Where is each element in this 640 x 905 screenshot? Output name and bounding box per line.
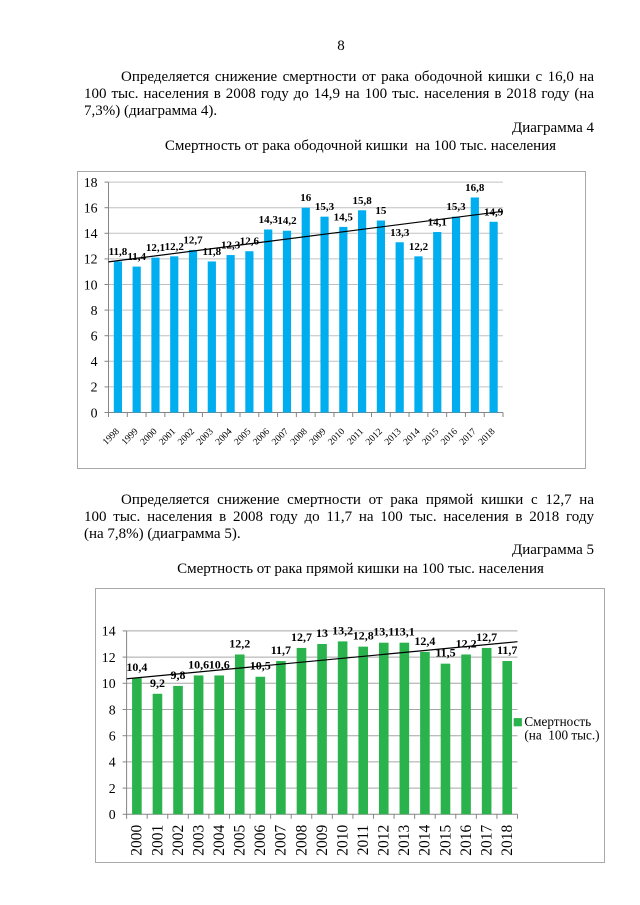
svg-text:10,6: 10,6 (209, 657, 230, 671)
svg-text:2013: 2013 (396, 825, 413, 856)
svg-text:14: 14 (84, 226, 98, 241)
svg-text:2000: 2000 (129, 825, 146, 856)
svg-text:2018: 2018 (499, 825, 516, 856)
svg-text:2017: 2017 (478, 825, 495, 856)
svg-text:0: 0 (91, 405, 98, 420)
svg-text:10: 10 (84, 277, 98, 292)
svg-text:12,1: 12,1 (146, 242, 165, 254)
svg-text:6: 6 (91, 329, 98, 344)
svg-text:Смертность: Смертность (524, 714, 591, 729)
svg-text:2007: 2007 (273, 825, 290, 856)
svg-text:11,7: 11,7 (497, 643, 517, 657)
svg-text:18: 18 (84, 175, 98, 190)
svg-text:12: 12 (84, 252, 98, 267)
svg-text:(на 100 тыс.): (на 100 тыс.) (524, 728, 599, 743)
svg-text:12,7: 12,7 (291, 630, 312, 644)
svg-text:2006: 2006 (252, 825, 269, 856)
svg-text:10,4: 10,4 (126, 660, 147, 674)
svg-text:0: 0 (109, 807, 116, 822)
svg-text:12: 12 (102, 650, 116, 665)
svg-text:8: 8 (109, 702, 116, 717)
svg-text:10,6: 10,6 (188, 657, 209, 671)
svg-text:2014: 2014 (417, 825, 434, 856)
svg-text:9,8: 9,8 (171, 668, 186, 682)
svg-text:13,1: 13,1 (394, 625, 415, 639)
svg-text:2003: 2003 (190, 825, 207, 856)
svg-text:14,1: 14,1 (428, 217, 447, 229)
svg-text:12,2: 12,2 (229, 637, 250, 651)
svg-text:16: 16 (300, 192, 312, 204)
svg-text:2: 2 (109, 781, 116, 796)
svg-text:12,2: 12,2 (409, 241, 429, 253)
svg-text:12,2: 12,2 (456, 637, 477, 651)
svg-text:2005: 2005 (232, 825, 249, 856)
svg-text:2010: 2010 (334, 825, 351, 856)
svg-text:11,8: 11,8 (202, 246, 221, 258)
svg-text:6: 6 (109, 729, 116, 744)
svg-text:4: 4 (91, 354, 98, 369)
svg-text:2: 2 (91, 380, 98, 395)
svg-text:12,3: 12,3 (221, 240, 241, 252)
svg-text:2004: 2004 (211, 825, 228, 856)
svg-text:14,9: 14,9 (484, 206, 504, 218)
svg-text:12,6: 12,6 (240, 236, 260, 248)
svg-text:13: 13 (316, 626, 328, 640)
svg-text:12,7: 12,7 (476, 630, 497, 644)
svg-text:11,7: 11,7 (271, 643, 291, 657)
svg-text:2015: 2015 (437, 825, 454, 856)
svg-text:11,8: 11,8 (109, 246, 128, 258)
svg-text:9,2: 9,2 (150, 676, 165, 690)
svg-text:2016: 2016 (458, 825, 475, 856)
svg-text:12,4: 12,4 (414, 634, 435, 648)
svg-text:10,5: 10,5 (250, 659, 271, 673)
svg-text:2009: 2009 (314, 825, 331, 856)
svg-text:4: 4 (109, 755, 116, 770)
svg-text:14,2: 14,2 (277, 215, 297, 227)
svg-text:2002: 2002 (170, 825, 187, 856)
svg-text:15,3: 15,3 (315, 201, 335, 213)
svg-text:15,8: 15,8 (352, 195, 372, 207)
svg-text:11,5: 11,5 (435, 646, 455, 660)
svg-text:10: 10 (102, 676, 116, 691)
svg-text:12,8: 12,8 (353, 629, 374, 643)
svg-text:2008: 2008 (293, 825, 310, 856)
svg-text:14,5: 14,5 (334, 211, 354, 223)
svg-text:13,3: 13,3 (390, 227, 410, 239)
svg-text:16,8: 16,8 (465, 182, 485, 194)
svg-text:14,3: 14,3 (259, 214, 279, 226)
svg-text:12,2: 12,2 (165, 241, 185, 253)
svg-text:12,7: 12,7 (183, 234, 203, 246)
svg-text:15: 15 (375, 205, 387, 217)
svg-text:14: 14 (102, 624, 116, 639)
svg-text:16: 16 (84, 201, 98, 216)
svg-text:13,2: 13,2 (332, 623, 353, 637)
svg-text:8: 8 (91, 303, 98, 318)
svg-text:2011: 2011 (355, 825, 372, 855)
svg-text:13,1: 13,1 (373, 625, 394, 639)
svg-text:2012: 2012 (376, 825, 393, 856)
svg-text:15,3: 15,3 (446, 201, 466, 213)
svg-text:11,4: 11,4 (127, 251, 146, 263)
svg-text:2001: 2001 (149, 825, 166, 856)
